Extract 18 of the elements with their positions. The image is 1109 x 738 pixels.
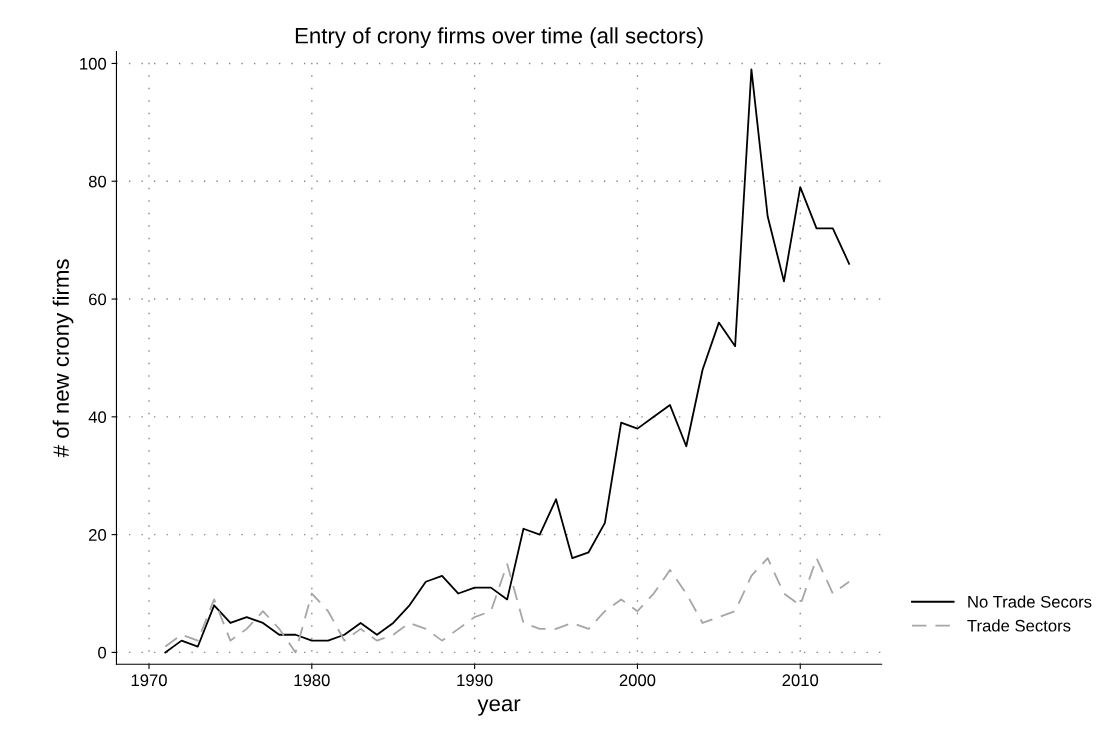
x-tick-label: 2000 xyxy=(619,674,656,687)
legend-label: No Trade Secors xyxy=(968,595,1092,608)
line-series xyxy=(164,557,850,654)
y-axis-title: # of new crony firms xyxy=(52,259,74,458)
x-tick-label: 1970 xyxy=(131,674,167,687)
x-tick-label: 1980 xyxy=(294,674,330,687)
x-tick-label: 1990 xyxy=(457,674,493,687)
y-tick-label: 40 xyxy=(88,411,107,424)
chart-title: Entry of crony firms over time (all sectors) xyxy=(295,27,703,48)
y-tick-label: 100 xyxy=(80,57,107,70)
y-tick-label: 60 xyxy=(89,293,107,306)
x-tick-label: 2010 xyxy=(782,674,819,687)
y-tick-label: 80 xyxy=(88,175,107,188)
legend-label: Trade Sectors xyxy=(967,619,1071,632)
y-tick-label: 0 xyxy=(98,646,107,659)
x-axis-title: year xyxy=(477,699,521,716)
line-series xyxy=(164,68,850,654)
y-tick-label: 20 xyxy=(89,529,107,541)
